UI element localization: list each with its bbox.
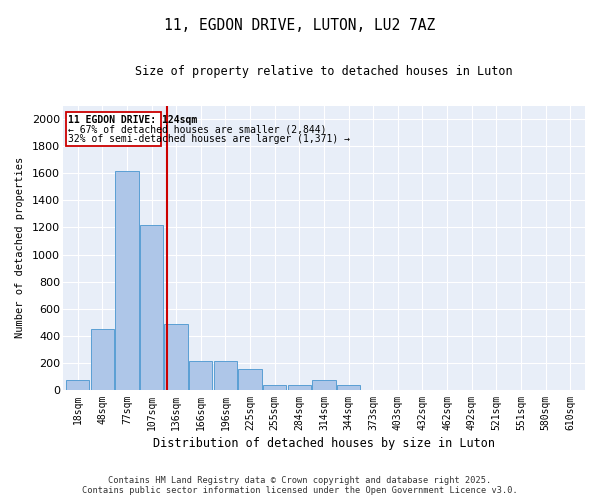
Bar [263, 384, 286, 390]
Bar [214, 361, 237, 390]
Text: Contains HM Land Registry data © Crown copyright and database right 2025.
Contai: Contains HM Land Registry data © Crown c… [82, 476, 518, 495]
Text: ← 67% of detached houses are smaller (2,844): ← 67% of detached houses are smaller (2,… [68, 124, 326, 134]
Bar [115, 170, 139, 390]
Bar [189, 361, 212, 390]
Text: 32% of semi-detached houses are larger (1,371) →: 32% of semi-detached houses are larger (… [68, 134, 350, 143]
Bar [287, 384, 311, 390]
Bar [312, 380, 335, 390]
Bar [66, 380, 89, 390]
Bar [91, 329, 114, 390]
Title: Size of property relative to detached houses in Luton: Size of property relative to detached ho… [135, 65, 513, 78]
Y-axis label: Number of detached properties: Number of detached properties [15, 157, 25, 338]
Bar [140, 224, 163, 390]
Bar [337, 384, 360, 390]
Bar [238, 369, 262, 390]
Bar [164, 324, 188, 390]
Bar [66, 112, 161, 146]
Text: 11, EGDON DRIVE, LUTON, LU2 7AZ: 11, EGDON DRIVE, LUTON, LU2 7AZ [164, 18, 436, 32]
Text: 11 EGDON DRIVE: 124sqm: 11 EGDON DRIVE: 124sqm [68, 115, 197, 125]
X-axis label: Distribution of detached houses by size in Luton: Distribution of detached houses by size … [153, 437, 495, 450]
